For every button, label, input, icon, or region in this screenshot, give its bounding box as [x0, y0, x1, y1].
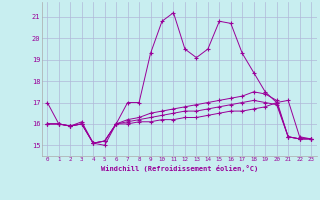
X-axis label: Windchill (Refroidissement éolien,°C): Windchill (Refroidissement éolien,°C) — [100, 165, 258, 172]
